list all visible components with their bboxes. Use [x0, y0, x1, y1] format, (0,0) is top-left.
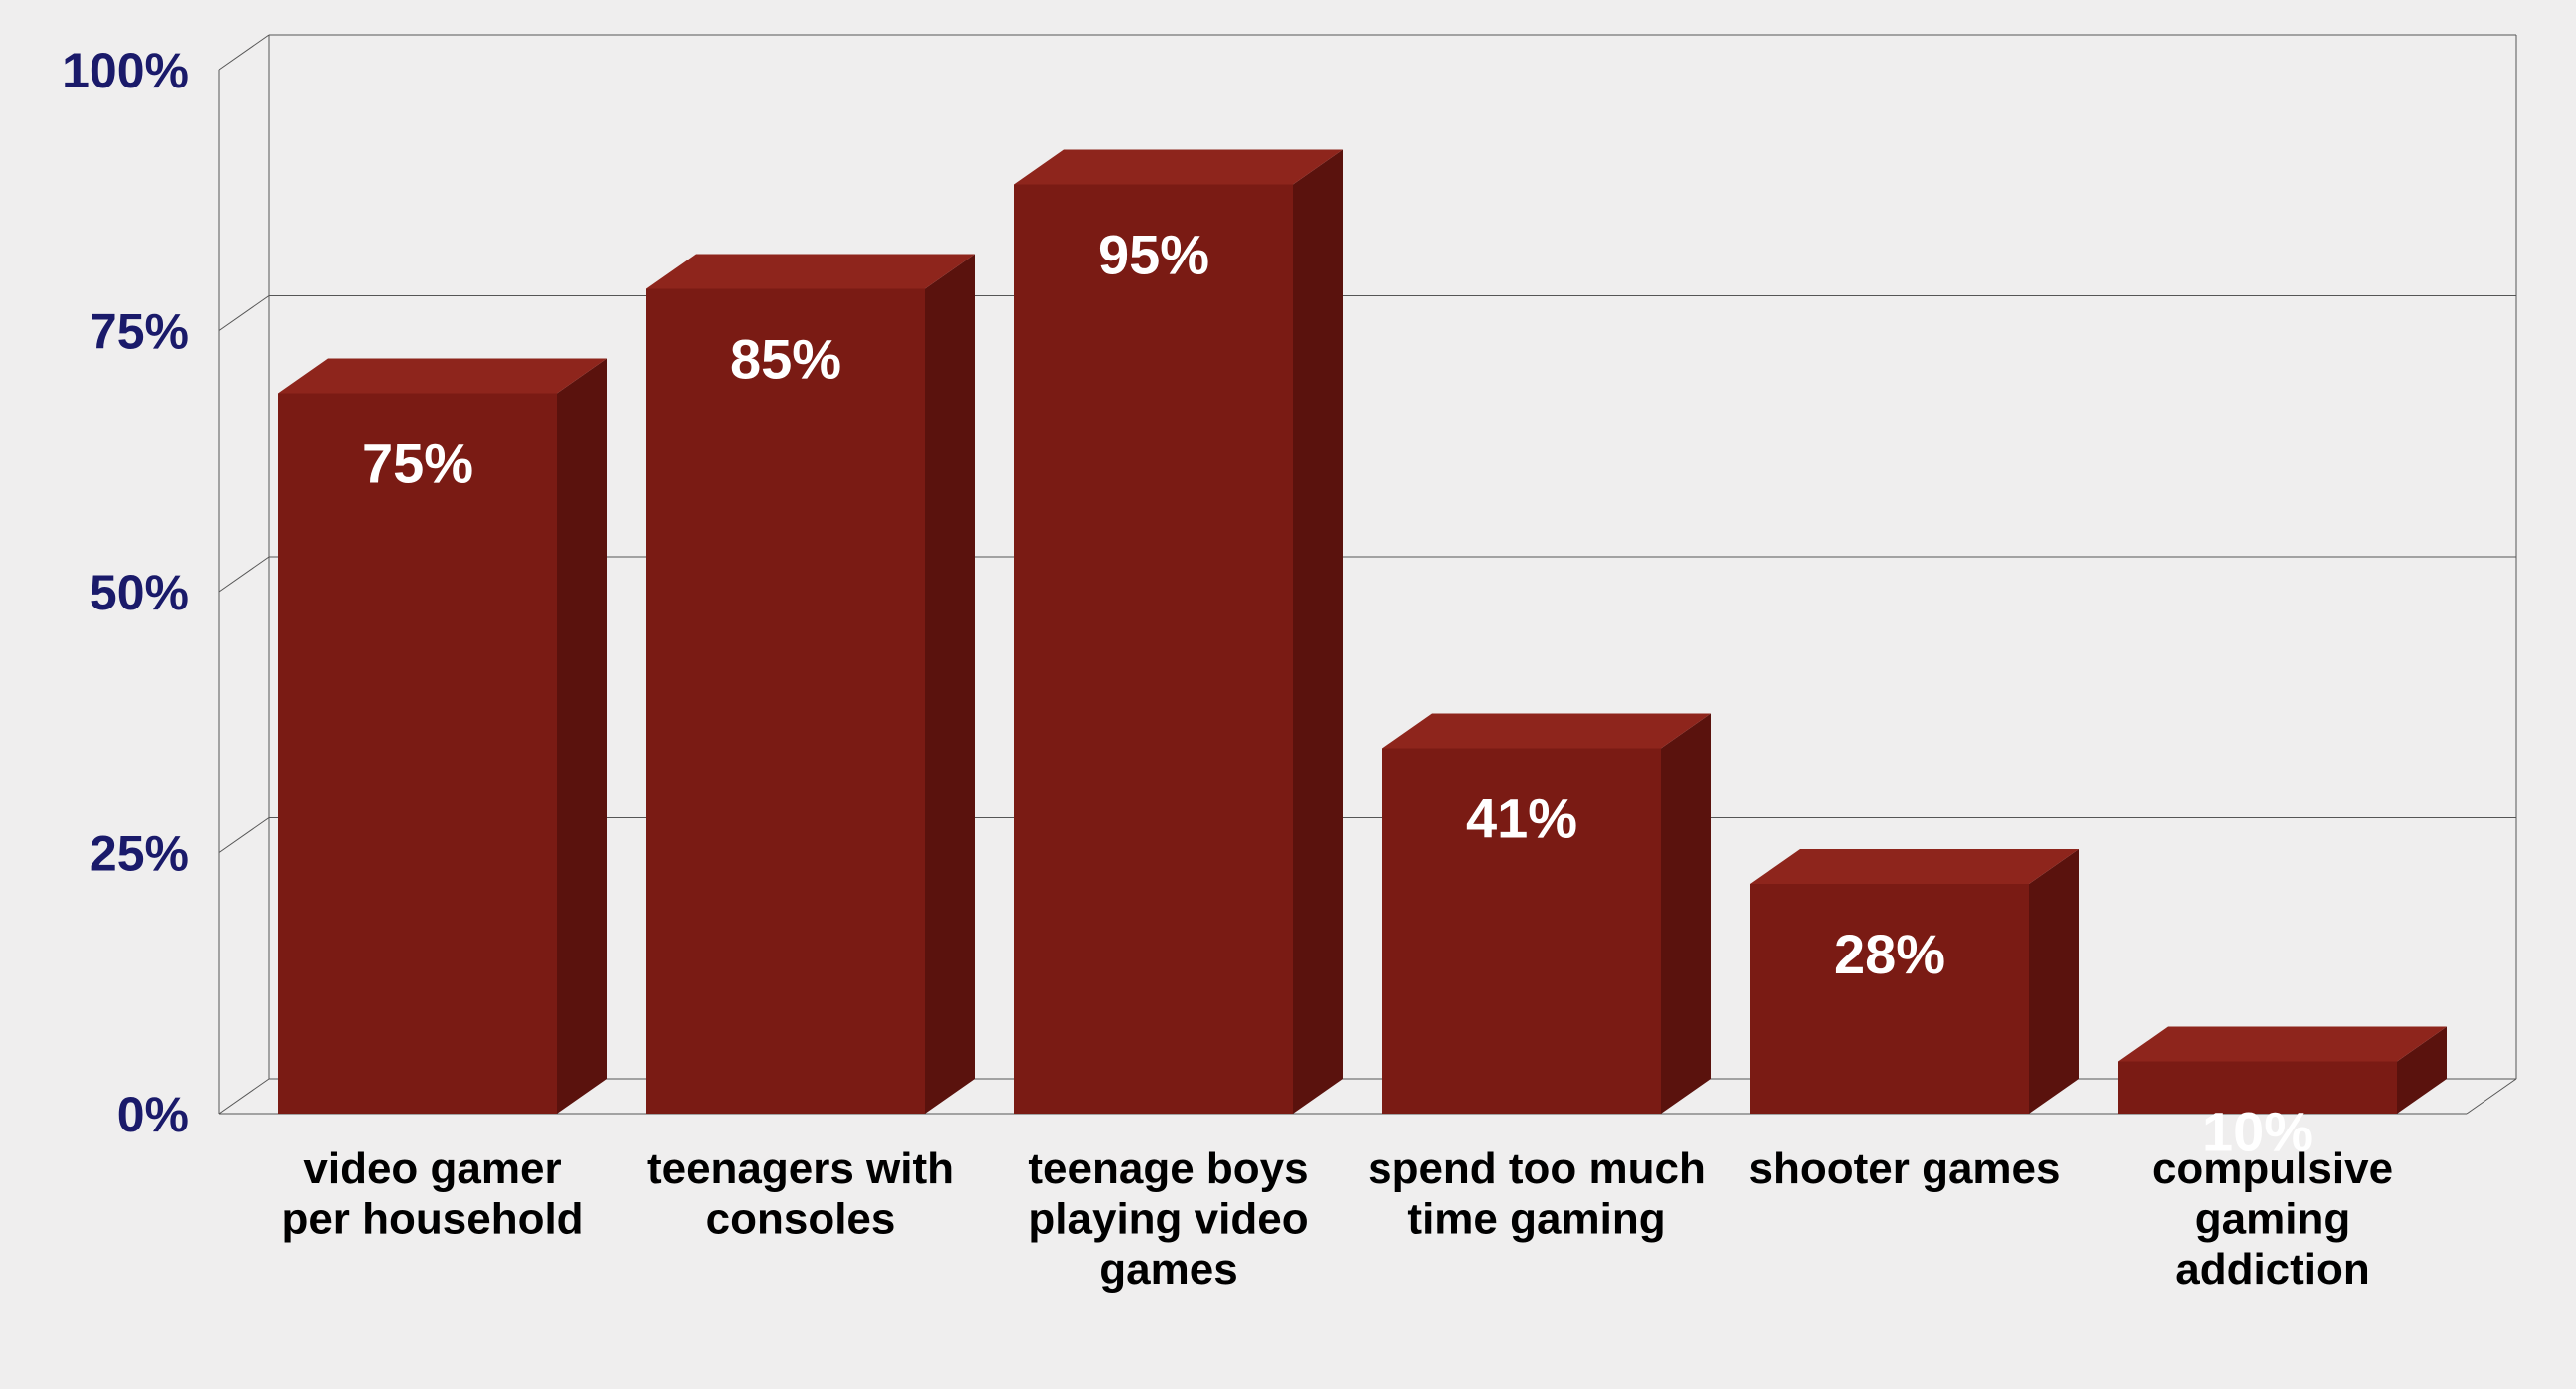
bar: 95% [1014, 150, 1343, 1115]
y-axis-tick-label: 25% [90, 826, 189, 882]
bar: 41% [1382, 714, 1711, 1115]
bar: 85% [646, 255, 975, 1115]
bar-value-label: 85% [730, 328, 841, 391]
y-axis-tick-label: 75% [90, 304, 189, 360]
bar-value-label: 28% [1834, 923, 1945, 985]
x-axis-category-label: video gamerper household [281, 1144, 583, 1244]
bar-value-label: 41% [1466, 787, 1577, 850]
bar-chart: 0% 25% 50% 75% 100% 75% video gamerper househo… [0, 0, 2576, 1389]
bar-value-label: 95% [1098, 224, 1209, 286]
x-axis-category-label: spend too muchtime gaming [1368, 1144, 1706, 1244]
x-axis-category-label: shooter games [1749, 1144, 2061, 1193]
y-axis-tick-label: 100% [62, 43, 189, 98]
y-axis-tick-label: 0% [117, 1087, 189, 1142]
bar: 75% [278, 359, 607, 1115]
bar-value-label: 75% [362, 433, 473, 495]
bar: 28% [1750, 849, 2079, 1114]
y-axis-tick-label: 50% [90, 565, 189, 620]
